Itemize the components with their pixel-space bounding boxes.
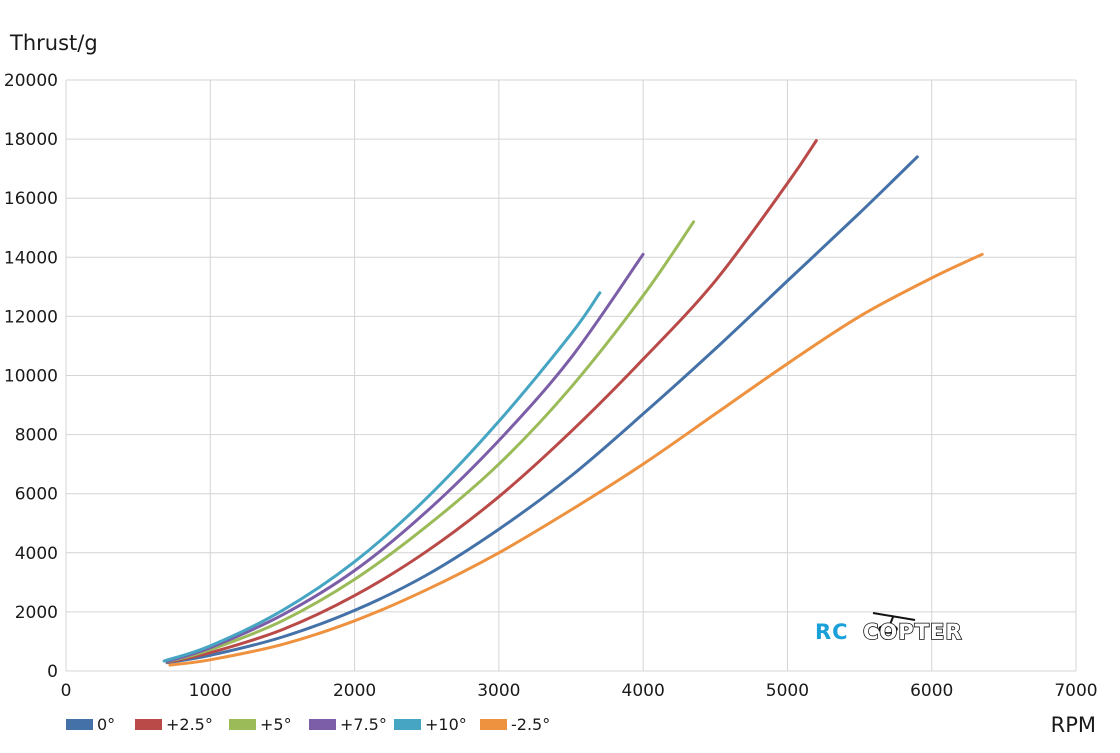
x-tick-label: 7000 bbox=[1054, 681, 1097, 701]
y-tick-label: 6000 bbox=[15, 485, 58, 505]
series-line-5 bbox=[168, 252, 984, 667]
logo-copter-text: COPTER bbox=[863, 620, 963, 644]
series-line-3 bbox=[165, 252, 645, 663]
tick-labels: 0200040006000800010000120001400016000180… bbox=[4, 71, 1098, 701]
series-line-0 bbox=[165, 155, 919, 665]
y-axis-title: Thrust/g bbox=[9, 31, 98, 55]
legend-label-0: 0° bbox=[97, 715, 115, 734]
legend-swatch-5 bbox=[480, 719, 507, 730]
legend-swatch-3 bbox=[309, 719, 336, 730]
legend-label-3: +7.5° bbox=[340, 715, 387, 734]
series-line-4 bbox=[162, 291, 602, 663]
series-lines bbox=[162, 139, 984, 667]
legend-label-2: +5° bbox=[260, 715, 292, 734]
y-tick-label: 20000 bbox=[4, 71, 58, 91]
series-line-2 bbox=[165, 220, 696, 664]
legend-swatch-4 bbox=[394, 719, 421, 730]
x-tick-label: 5000 bbox=[766, 681, 809, 701]
x-tick-label: 3000 bbox=[477, 681, 520, 701]
legend-label-5: -2.5° bbox=[511, 715, 550, 734]
y-tick-label: 14000 bbox=[4, 248, 58, 268]
grid bbox=[65, 79, 1077, 672]
x-axis-title: RPM bbox=[1051, 713, 1096, 737]
y-tick-label: 18000 bbox=[4, 130, 58, 150]
x-tick-label: 1000 bbox=[189, 681, 232, 701]
x-tick-label: 0 bbox=[61, 681, 72, 701]
y-tick-label: 16000 bbox=[4, 189, 58, 209]
rc-copter-logo: RC COPTER bbox=[815, 612, 963, 645]
helicopter-icon bbox=[872, 612, 916, 634]
logo-rc-text: RC bbox=[815, 620, 849, 644]
y-tick-label: 12000 bbox=[4, 307, 58, 327]
x-tick-label: 2000 bbox=[333, 681, 376, 701]
y-tick-label: 0 bbox=[47, 662, 58, 682]
legend-label-1: +2.5° bbox=[166, 715, 213, 734]
y-tick-label: 10000 bbox=[4, 367, 58, 387]
y-tick-label: 2000 bbox=[15, 603, 58, 623]
legend: 0° +2.5° +5° +7.5° +10° -2.5° bbox=[66, 715, 550, 734]
y-tick-label: 8000 bbox=[15, 426, 58, 446]
series-line-1 bbox=[165, 139, 818, 664]
legend-swatch-2 bbox=[229, 719, 256, 730]
x-tick-label: 4000 bbox=[622, 681, 665, 701]
y-tick-label: 4000 bbox=[15, 544, 58, 564]
legend-swatch-1 bbox=[135, 719, 162, 730]
legend-label-4: +10° bbox=[425, 715, 467, 734]
x-tick-label: 6000 bbox=[910, 681, 953, 701]
legend-swatch-0 bbox=[66, 719, 93, 730]
